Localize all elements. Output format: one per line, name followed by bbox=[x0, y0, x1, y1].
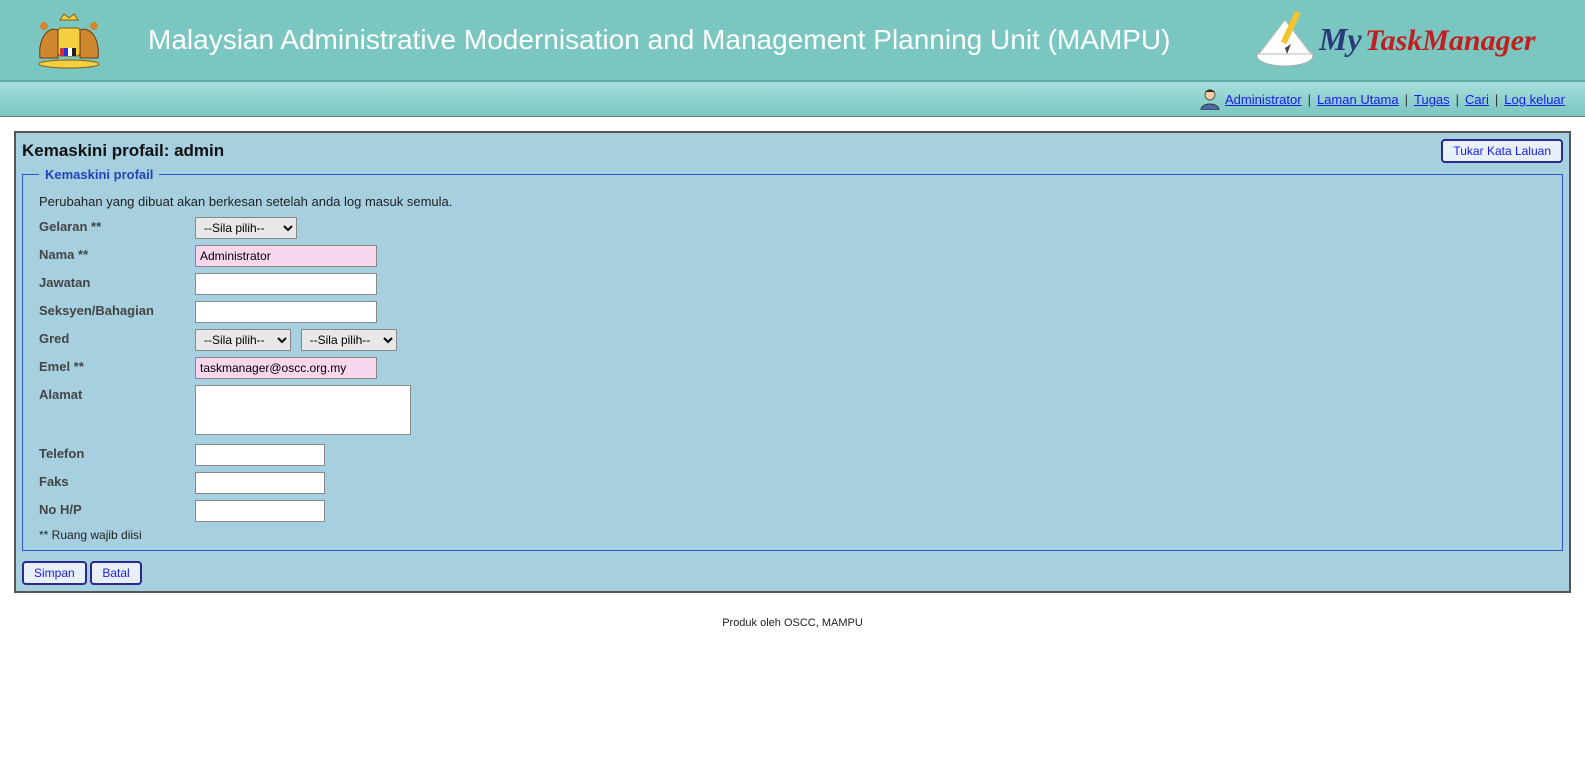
row-seksyen: Seksyen/Bahagian bbox=[39, 301, 1546, 323]
row-telefon: Telefon bbox=[39, 444, 1546, 466]
nav-separator: | bbox=[1308, 92, 1311, 107]
profile-fieldset: Kemaskini profail Perubahan yang dibuat … bbox=[22, 167, 1563, 551]
nav-separator: | bbox=[1405, 92, 1408, 107]
row-gelaran: Gelaran ** --Sila pilih-- bbox=[39, 217, 1546, 239]
input-faks[interactable] bbox=[195, 472, 325, 494]
row-nama: Nama ** bbox=[39, 245, 1546, 267]
select-gred-1[interactable]: --Sila pilih-- bbox=[195, 329, 291, 351]
app-logo: My TaskManager bbox=[1245, 8, 1565, 72]
input-telefon[interactable] bbox=[195, 444, 325, 466]
nav-tugas[interactable]: Tugas bbox=[1414, 92, 1450, 107]
page-title: Kemaskini profail: admin bbox=[22, 141, 224, 161]
input-seksyen[interactable] bbox=[195, 301, 377, 323]
nav-laman-utama[interactable]: Laman Utama bbox=[1317, 92, 1399, 107]
row-jawatan: Jawatan bbox=[39, 273, 1546, 295]
label-nohp: No H/P bbox=[39, 500, 195, 517]
label-gred: Gred bbox=[39, 329, 195, 346]
nav-separator: | bbox=[1495, 92, 1498, 107]
input-emel[interactable] bbox=[195, 357, 377, 379]
required-note: ** Ruang wajib diisi bbox=[39, 528, 1546, 542]
svg-text:My: My bbox=[1318, 21, 1362, 57]
banner-title: Malaysian Administrative Modernisation a… bbox=[148, 22, 1245, 58]
footer-text: Produk oleh OSCC, MAMPU bbox=[14, 593, 1571, 641]
label-seksyen: Seksyen/Bahagian bbox=[39, 301, 195, 318]
change-password-button[interactable]: Tukar Kata Laluan bbox=[1441, 139, 1563, 163]
row-gred: Gred --Sila pilih-- --Sila pilih-- bbox=[39, 329, 1546, 351]
input-nohp[interactable] bbox=[195, 500, 325, 522]
cancel-button[interactable]: Batal bbox=[90, 561, 141, 585]
action-row: Simpan Batal bbox=[22, 561, 1563, 585]
user-icon bbox=[1199, 88, 1221, 110]
banner-header: Malaysian Administrative Modernisation a… bbox=[0, 0, 1585, 82]
input-alamat[interactable] bbox=[195, 385, 411, 435]
input-jawatan[interactable] bbox=[195, 273, 377, 295]
select-gelaran[interactable]: --Sila pilih-- bbox=[195, 217, 297, 239]
nav-log-keluar[interactable]: Log keluar bbox=[1504, 92, 1565, 107]
label-faks: Faks bbox=[39, 472, 195, 489]
label-telefon: Telefon bbox=[39, 444, 195, 461]
nav-cari[interactable]: Cari bbox=[1465, 92, 1489, 107]
coat-of-arms-icon bbox=[30, 8, 108, 72]
row-emel: Emel ** bbox=[39, 357, 1546, 379]
top-nav: Administrator | Laman Utama | Tugas | Ca… bbox=[0, 82, 1585, 117]
select-gred-2[interactable]: --Sila pilih-- bbox=[301, 329, 397, 351]
label-alamat: Alamat bbox=[39, 385, 195, 402]
svg-text:TaskManager: TaskManager bbox=[1365, 24, 1536, 57]
row-alamat: Alamat bbox=[39, 385, 1546, 438]
label-nama: Nama ** bbox=[39, 245, 195, 262]
content-header: Kemaskini profail: admin Tukar Kata Lalu… bbox=[22, 139, 1563, 163]
label-gelaran: Gelaran ** bbox=[39, 217, 195, 234]
label-jawatan: Jawatan bbox=[39, 273, 195, 290]
page-body: Kemaskini profail: admin Tukar Kata Lalu… bbox=[0, 117, 1585, 655]
content-box: Kemaskini profail: admin Tukar Kata Lalu… bbox=[14, 131, 1571, 593]
row-nohp: No H/P bbox=[39, 500, 1546, 522]
nav-separator: | bbox=[1456, 92, 1459, 107]
nav-administrator[interactable]: Administrator bbox=[1225, 92, 1302, 107]
row-faks: Faks bbox=[39, 472, 1546, 494]
form-note: Perubahan yang dibuat akan berkesan sete… bbox=[39, 194, 1546, 209]
label-emel: Emel ** bbox=[39, 357, 195, 374]
input-nama[interactable] bbox=[195, 245, 377, 267]
save-button[interactable]: Simpan bbox=[22, 561, 87, 585]
fieldset-legend: Kemaskini profail bbox=[39, 167, 159, 182]
